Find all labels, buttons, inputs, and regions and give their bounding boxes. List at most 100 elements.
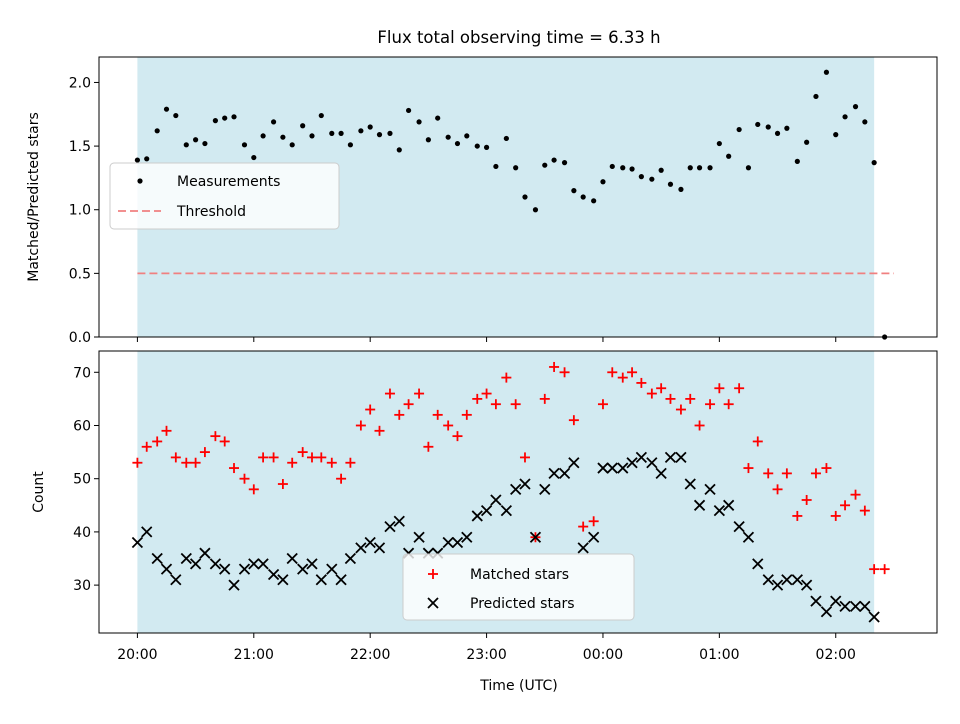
- matched-point: [461, 409, 472, 420]
- matched-point: [170, 452, 181, 463]
- matched-point: [355, 420, 366, 431]
- matched-point: [316, 452, 327, 463]
- matched-point: [336, 473, 347, 484]
- predicted-point: [684, 478, 696, 490]
- measurement-point: [871, 160, 877, 166]
- predicted-point: [199, 547, 211, 559]
- measurement-point: [318, 112, 324, 119]
- measurement-point: [367, 124, 373, 130]
- matched-point: [132, 457, 143, 468]
- measurement-point: [649, 176, 655, 182]
- measurement-point: [629, 166, 635, 172]
- measurement-point: [212, 118, 218, 124]
- predicted-point: [151, 552, 163, 565]
- measurement-point: [503, 135, 509, 142]
- predicted-point: [490, 494, 502, 506]
- predicted-point: [830, 595, 842, 607]
- matched-point: [636, 377, 647, 388]
- y-tick-label: 70: [73, 365, 91, 381]
- predicted-point: [267, 568, 280, 581]
- predicted-point: [413, 531, 425, 543]
- measurement-point: [183, 142, 189, 148]
- y-tick-label: 2.0: [69, 75, 91, 91]
- predicted-point: [315, 574, 327, 586]
- matched-point: [472, 393, 483, 404]
- measurement-point: [329, 130, 335, 136]
- plot-frame: [98, 56, 938, 338]
- measurement-point: [173, 112, 179, 119]
- matched-point: [277, 479, 288, 490]
- matched-point: [694, 420, 705, 431]
- matched-point: [258, 452, 269, 463]
- predicted-point: [257, 558, 269, 570]
- matched-point: [539, 393, 550, 404]
- predicted-point: [713, 504, 725, 517]
- measurement-point: [609, 163, 615, 170]
- measurement-point: [241, 142, 248, 148]
- predicted-point: [839, 600, 851, 613]
- x-tick-label: 02:00: [816, 647, 856, 663]
- predicted-point: [286, 552, 298, 565]
- predicted-point: [442, 536, 454, 549]
- matched-point: [490, 399, 501, 410]
- measurement-point: [765, 124, 771, 130]
- predicted-point: [849, 600, 862, 613]
- x-tick-label: 21:00: [234, 647, 274, 663]
- measurement-point: [193, 137, 199, 143]
- y-tick-label: 60: [73, 418, 91, 434]
- measurement-point: [823, 69, 830, 75]
- matched-point: [597, 399, 608, 410]
- count-panel: 30 40 50 60 70 20:00 21:00 22:00 23:00 00:00 01:00…: [31, 350, 938, 694]
- measurement-point: [134, 157, 141, 163]
- matched-point: [210, 431, 221, 442]
- matched-point: [141, 441, 152, 452]
- matched-point: [268, 452, 279, 463]
- matched-point: [763, 468, 774, 479]
- matched-point: [423, 441, 434, 452]
- matched-point: [568, 415, 579, 426]
- matched-point: [414, 388, 425, 399]
- predicted-point: [170, 574, 182, 586]
- measurement-point: [551, 157, 557, 163]
- measurement-point: [483, 144, 490, 150]
- measurement-point: [784, 125, 790, 131]
- measurement-point: [493, 163, 499, 170]
- matched-point: [734, 383, 745, 394]
- matched-point: [365, 404, 376, 415]
- predicted-point: [480, 504, 493, 517]
- predicted-point: [597, 462, 609, 474]
- measurement-point: [289, 142, 295, 148]
- predicted-point: [771, 579, 784, 591]
- predicted-point: [141, 526, 153, 538]
- predicted-point: [693, 499, 706, 511]
- measurement-point: [347, 142, 353, 148]
- predicted-point: [519, 478, 531, 490]
- matched-point: [297, 447, 308, 458]
- matched-point: [810, 468, 821, 479]
- predicted-point: [277, 574, 289, 586]
- predicted-point: [355, 542, 367, 554]
- measurement-point: [309, 133, 315, 139]
- measurement-point: [852, 104, 859, 110]
- measurement-point: [667, 181, 674, 187]
- ratio-legend: Measurements Threshold: [109, 162, 340, 230]
- matched-point: [403, 399, 414, 410]
- ratio-y-axis-label: Matched/Predicted stars: [26, 112, 42, 282]
- measurement-point: [678, 186, 684, 192]
- matched-point: [181, 457, 192, 468]
- matched-point: [239, 473, 250, 484]
- matched-point: [510, 399, 521, 410]
- measurement-point: [833, 132, 839, 138]
- measurement-point: [270, 119, 277, 125]
- count-legend-box: [402, 553, 635, 621]
- legend-label-matched: Matched stars: [470, 567, 569, 583]
- predicted-point: [297, 563, 309, 575]
- matched-point: [519, 452, 530, 463]
- predicted-point: [160, 563, 173, 575]
- measurement-point: [231, 114, 237, 120]
- measurement-point: [745, 165, 752, 171]
- matched-point: [559, 367, 570, 378]
- measurement-point: [222, 115, 228, 121]
- measurement-point: [163, 106, 170, 112]
- measurement-point: [513, 165, 519, 171]
